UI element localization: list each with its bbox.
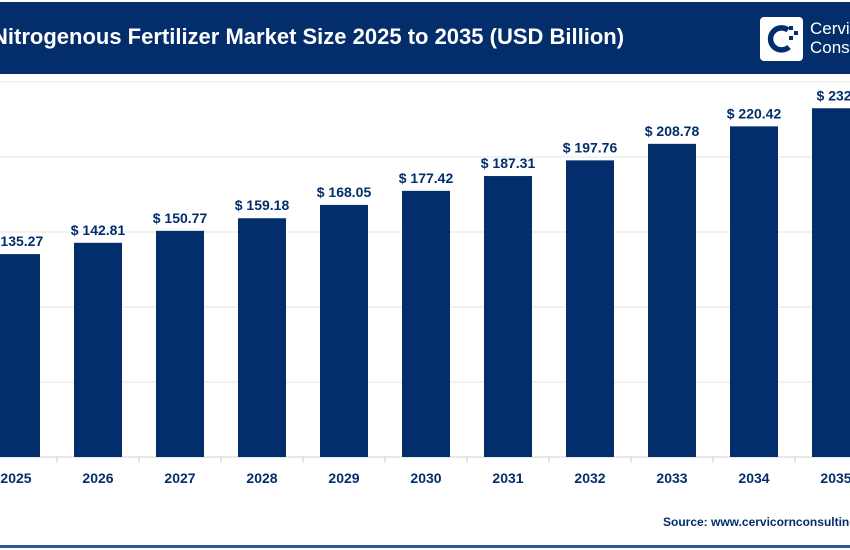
x-tick-label: 2029 (328, 470, 359, 486)
x-tick-label: 2028 (246, 470, 277, 486)
bar (812, 108, 850, 457)
data-label: $ 142.81 (71, 222, 126, 238)
bar (156, 230, 204, 457)
x-tick-label: 2032 (574, 470, 605, 486)
logo-text: Cervicorn Consulting (810, 19, 850, 57)
data-label: $ 197.76 (563, 139, 618, 155)
data-label: $ 208.78 (645, 123, 700, 139)
source-text: Source: www.cervicornconsulting.com (663, 515, 850, 529)
logo-icon (760, 17, 803, 61)
data-label: $ 177.42 (399, 170, 454, 186)
bottom-divider (0, 545, 850, 548)
bar (484, 176, 532, 457)
bar (730, 126, 778, 458)
data-label: $ 159.18 (235, 197, 290, 213)
bar (238, 218, 286, 457)
chart-title: Nitrogenous Fertilizer Market Size 2025 … (0, 24, 625, 49)
x-tick-label: 2031 (492, 470, 523, 486)
data-label: $ 168.05 (317, 184, 372, 200)
data-label: $ 187.31 (481, 155, 536, 171)
x-tick-label: 2030 (410, 470, 441, 486)
data-label: $ 135.27 (0, 233, 43, 249)
data-label: $ 220.42 (727, 105, 782, 121)
x-tick-label: 2025 (0, 470, 31, 486)
x-tick-label: 2026 (82, 470, 113, 486)
bar (566, 160, 614, 458)
x-tick-label: 2033 (656, 470, 687, 486)
x-tick-label: 2027 (164, 470, 195, 486)
data-label: $ 150.77 (153, 210, 208, 226)
data-label: $ 232. (817, 87, 850, 103)
bar (402, 190, 450, 457)
x-tick-label: 2034 (738, 470, 769, 486)
bar (648, 143, 696, 457)
bar (320, 204, 368, 457)
chart-header: Nitrogenous Fertilizer Market Size 2025 … (0, 2, 850, 74)
bar (0, 254, 40, 457)
x-tick-label: 2035 (820, 470, 850, 486)
bar (74, 242, 122, 457)
